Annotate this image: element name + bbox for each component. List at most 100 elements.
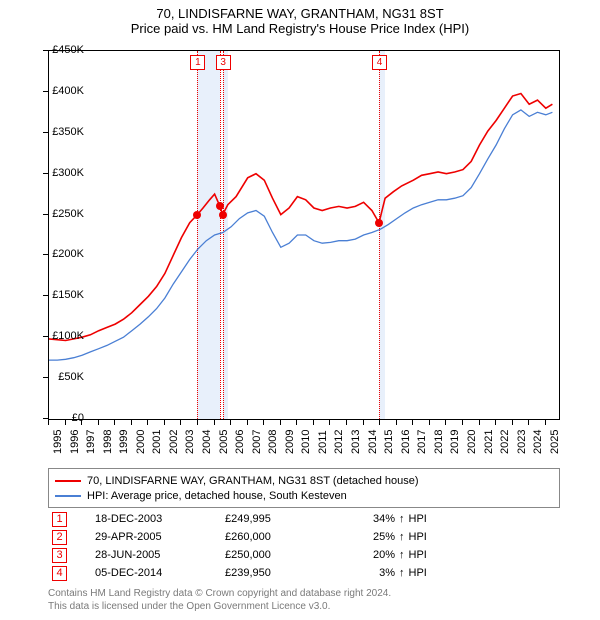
sale-pct: 34%: [335, 513, 395, 525]
y-tick: [43, 295, 48, 296]
y-axis-label: £450K: [44, 44, 84, 56]
sale-suffix: HPI: [409, 531, 427, 543]
x-axis-label: 2005: [218, 430, 230, 454]
x-tick: [528, 420, 529, 425]
x-axis-label: 2003: [184, 430, 196, 454]
sale-index: 2: [52, 530, 67, 545]
x-tick: [230, 420, 231, 425]
x-axis-label: 2016: [400, 430, 412, 454]
y-axis-label: £50K: [44, 371, 84, 383]
x-axis-label: 2006: [234, 430, 246, 454]
y-tick: [43, 377, 48, 378]
sale-date: 28-JUN-2005: [95, 549, 225, 561]
footer-attribution: Contains HM Land Registry data © Crown c…: [48, 588, 560, 613]
x-axis-label: 2021: [483, 430, 495, 454]
x-axis-label: 1998: [102, 430, 114, 454]
y-axis-label: £250K: [44, 208, 84, 220]
x-tick: [412, 420, 413, 425]
x-axis-label: 2025: [549, 430, 561, 454]
legend-swatch: [55, 480, 81, 482]
x-axis-label: 2011: [317, 430, 329, 454]
x-axis-label: 2018: [433, 430, 445, 454]
x-axis-label: 2001: [151, 430, 163, 454]
arrow-up-icon: ↑: [399, 531, 405, 543]
x-tick: [65, 420, 66, 425]
x-tick: [247, 420, 248, 425]
plot-area: 13 4: [48, 50, 560, 420]
chart-container: { "title": "70, LINDISFARNE WAY, GRANTHA…: [0, 0, 600, 620]
x-tick: [479, 420, 480, 425]
x-tick: [495, 420, 496, 425]
chart-title: 70, LINDISFARNE WAY, GRANTHAM, NG31 8ST: [0, 0, 600, 21]
x-tick: [147, 420, 148, 425]
x-axis-label: 1997: [85, 430, 97, 454]
sale-price: £260,000: [225, 531, 335, 543]
sale-date: 29-APR-2005: [95, 531, 225, 543]
x-tick: [48, 420, 49, 425]
x-tick: [81, 420, 82, 425]
x-axis-label: 2019: [449, 430, 461, 454]
arrow-up-icon: ↑: [399, 549, 405, 561]
y-axis-label: £350K: [44, 126, 84, 138]
legend: 70, LINDISFARNE WAY, GRANTHAM, NG31 8ST …: [48, 468, 560, 508]
series-svg: [49, 51, 559, 419]
y-tick: [43, 132, 48, 133]
sale-pct: 25%: [335, 531, 395, 543]
arrow-up-icon: ↑: [399, 567, 405, 579]
x-tick: [131, 420, 132, 425]
x-axis-label: 2008: [267, 430, 279, 454]
y-axis-label: £200K: [44, 248, 84, 260]
x-axis-label: 2022: [499, 430, 511, 454]
sale-index: 1: [52, 512, 67, 527]
y-axis-label: £300K: [44, 167, 84, 179]
x-tick: [329, 420, 330, 425]
sale-pct: 3%: [335, 567, 395, 579]
x-tick: [114, 420, 115, 425]
x-tick: [197, 420, 198, 425]
x-tick: [545, 420, 546, 425]
sale-suffix: HPI: [409, 549, 427, 561]
x-tick: [263, 420, 264, 425]
y-tick: [43, 336, 48, 337]
sale-price: £239,950: [225, 567, 335, 579]
x-axis-label: 2015: [383, 430, 395, 454]
x-tick: [164, 420, 165, 425]
legend-label: 70, LINDISFARNE WAY, GRANTHAM, NG31 8ST …: [87, 475, 419, 487]
sale-price: £250,000: [225, 549, 335, 561]
sale-price: £249,995: [225, 513, 335, 525]
sale-row: 118-DEC-2003£249,99534%↑HPI: [48, 510, 560, 528]
sale-marker: 1: [190, 55, 205, 70]
y-tick: [43, 173, 48, 174]
x-axis-label: 2012: [333, 430, 345, 454]
sale-point: [375, 219, 383, 227]
legend-label: HPI: Average price, detached house, Sout…: [87, 490, 347, 502]
x-tick: [346, 420, 347, 425]
x-tick: [296, 420, 297, 425]
sale-row: 328-JUN-2005£250,00020%↑HPI: [48, 546, 560, 564]
y-axis-label: £400K: [44, 85, 84, 97]
x-tick: [462, 420, 463, 425]
x-axis-label: 2023: [516, 430, 528, 454]
x-axis-label: 1996: [69, 430, 81, 454]
x-tick: [429, 420, 430, 425]
series-property: [49, 94, 552, 341]
sale-marker: 4: [372, 55, 387, 70]
sale-row: 2 29-APR-2005£260,00025% ↑ HPI: [48, 528, 560, 546]
x-tick: [98, 420, 99, 425]
x-tick: [445, 420, 446, 425]
sale-date: 18-DEC-2003: [95, 513, 225, 525]
sale-point: [219, 211, 227, 219]
sale-index: 3: [52, 548, 67, 563]
sales-table: 118-DEC-2003£249,99534%↑HPI229-APR-2005£…: [48, 510, 560, 582]
sale-date: 05-DEC-2014: [95, 567, 225, 579]
x-tick: [180, 420, 181, 425]
x-axis-label: 2024: [532, 430, 544, 454]
arrow-up-icon: ↑: [399, 513, 405, 525]
sale-marker: 3: [216, 55, 231, 70]
footer-line-2: This data is licensed under the Open Gov…: [48, 601, 560, 614]
legend-swatch: [55, 495, 81, 497]
y-axis-label: £150K: [44, 289, 84, 301]
x-axis-label: 2013: [350, 430, 362, 454]
sale-point: [193, 211, 201, 219]
footer-line-1: Contains HM Land Registry data © Crown c…: [48, 588, 560, 601]
